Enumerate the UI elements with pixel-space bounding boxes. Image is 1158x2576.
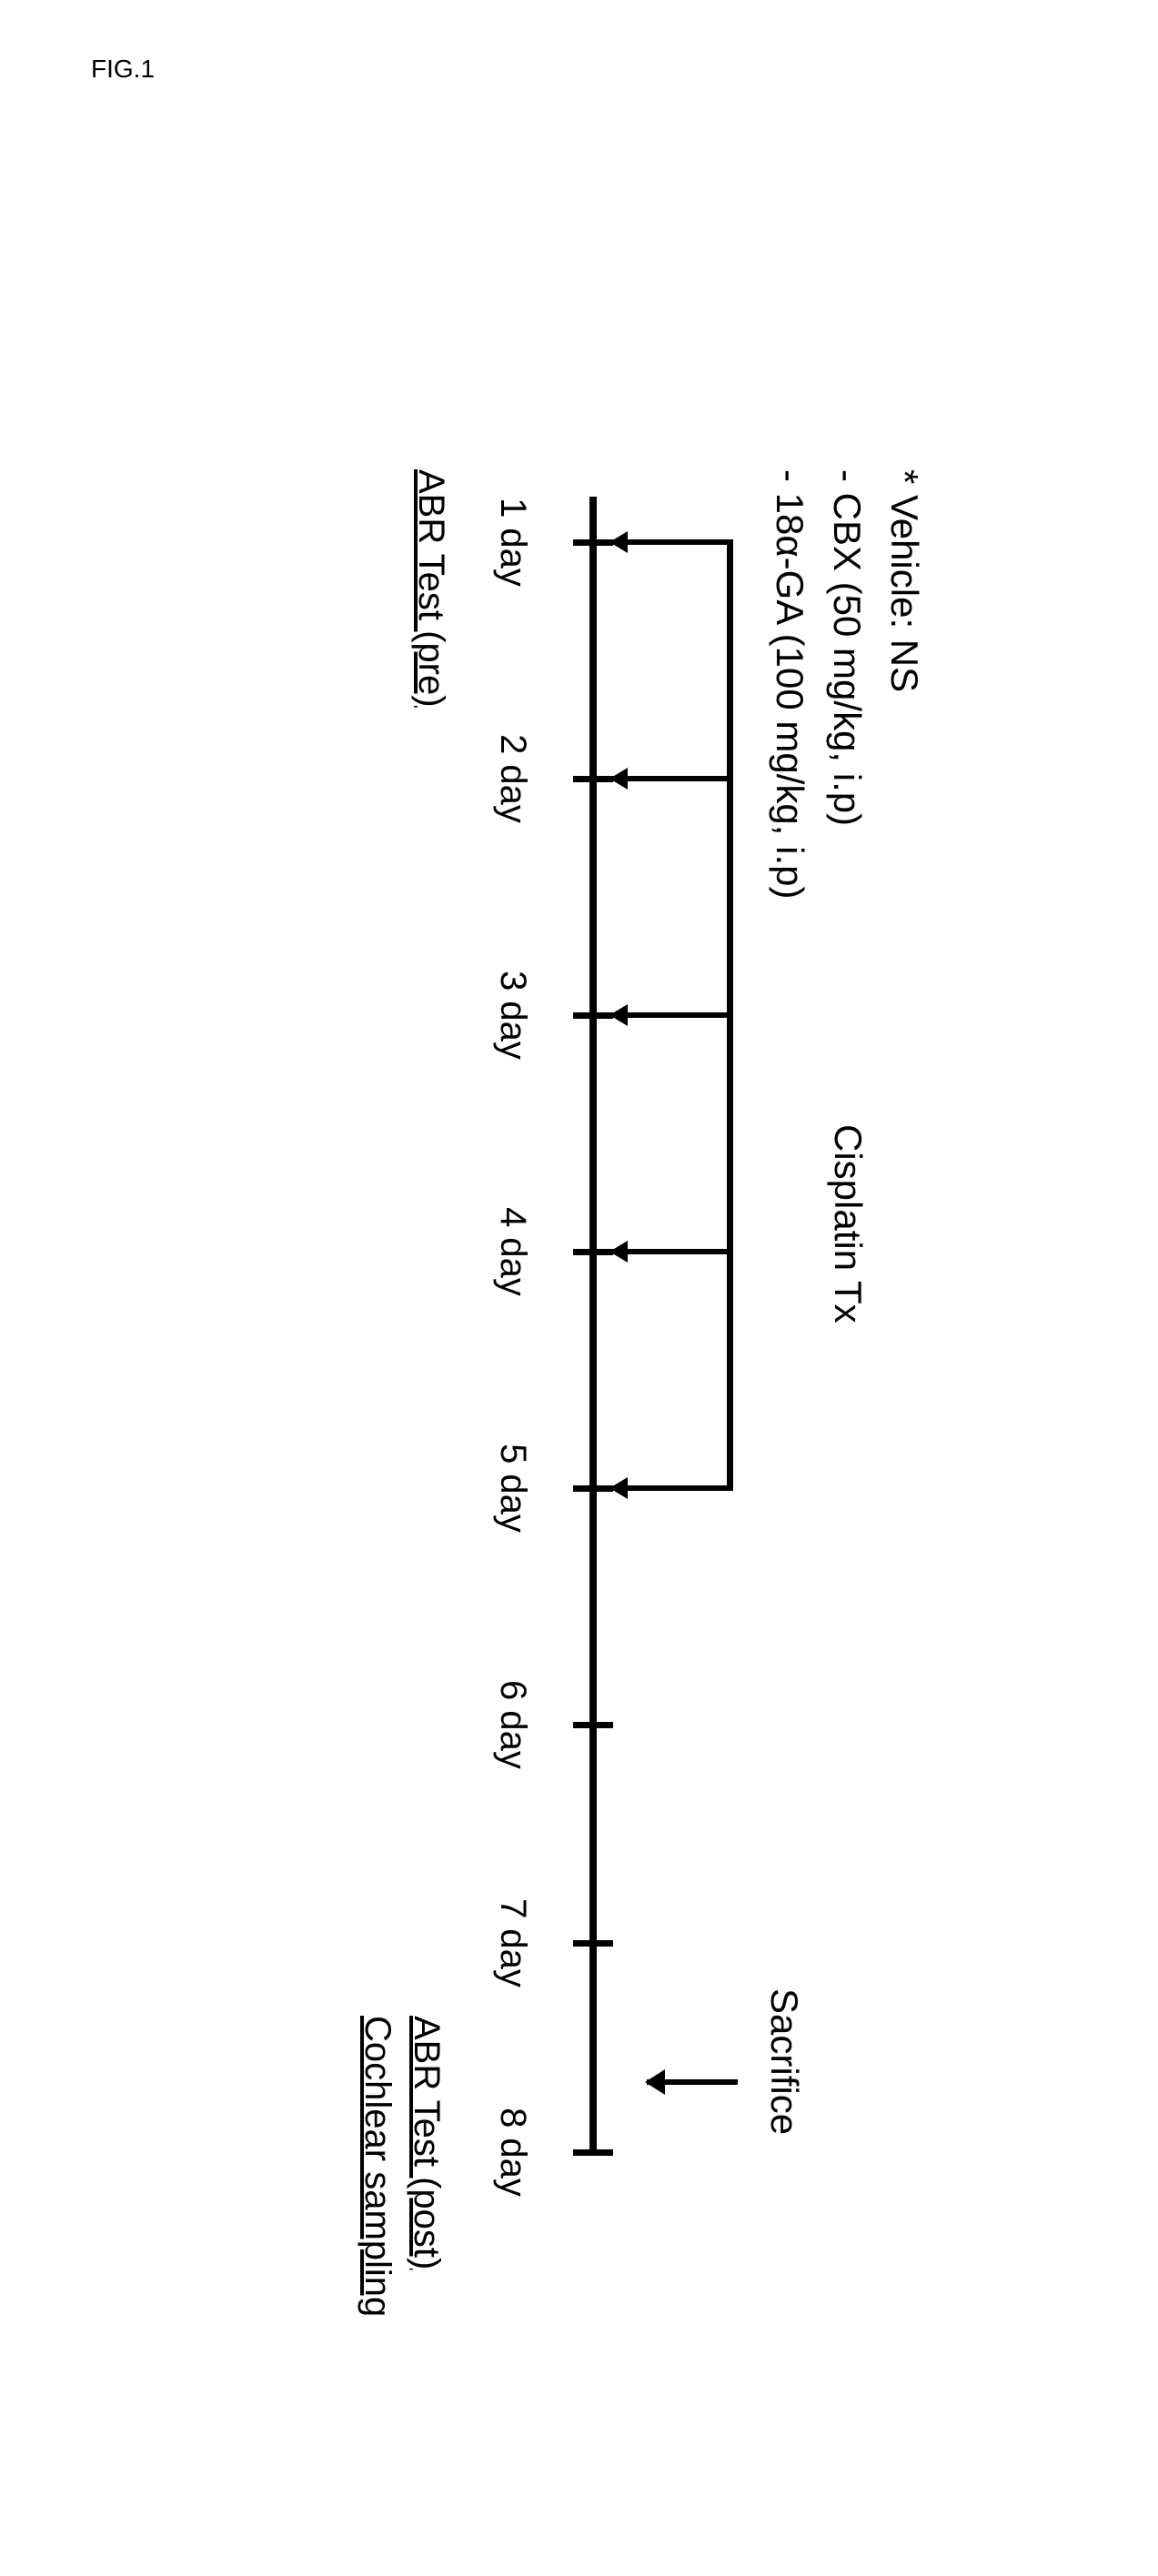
timeline-tick [573,2149,613,2156]
treatment-arrow [611,539,733,545]
treatment-arrow [611,1012,733,1018]
cbx-line: - CBX (50 mg/kg, i.p) [819,469,876,899]
day-label: 1 day [492,498,533,587]
day-label: 3 day [492,971,533,1060]
treatment-arrow [611,1485,733,1491]
diagram-content: * Vehicle: NS - CBX (50 mg/kg, i.p) - 18… [169,287,988,2289]
day-label: 6 day [492,1680,533,1769]
timeline-tick [573,1012,613,1019]
figure-label: FIG.1 [91,55,155,84]
treatment-arrow [611,1249,733,1254]
abr-pre-label: ABR Test (pre) [410,469,451,708]
vehicle-line: * Vehicle: NS [876,469,933,899]
abr-post-line1: ABR Test (post) [402,2016,451,2317]
day-label: 4 day [492,1207,533,1296]
timeline-axis [589,497,597,2152]
day-label: 7 day [492,1898,533,1987]
diagram-rotated: * Vehicle: NS - CBX (50 mg/kg, i.p) - 18… [169,287,988,2289]
day-label: 8 day [492,2108,533,2197]
timeline-tick [573,1722,613,1728]
treatment-arrow [611,776,733,781]
cisplatin-label: Cisplatin Tx [826,1124,870,1323]
day-label: 2 day [492,734,533,823]
timeline-tick [573,1940,613,1947]
timeline-tick [573,1249,613,1255]
day-label: 5 day [492,1444,533,1533]
header-block: * Vehicle: NS - CBX (50 mg/kg, i.p) - 18… [761,469,933,899]
cochlear-sampling-line: Cochlear sampling [353,2016,402,2317]
timeline-tick [573,539,613,546]
timeline-tick [573,776,613,782]
abr-post-label: ABR Test (post) Cochlear sampling [353,2016,451,2317]
timeline-tick [573,1485,613,1492]
sacrifice-arrow [647,2079,738,2085]
ga-line: - 18α-GA (100 mg/kg, i.p) [761,469,819,899]
sacrifice-label: Sacrifice [762,1988,806,2135]
